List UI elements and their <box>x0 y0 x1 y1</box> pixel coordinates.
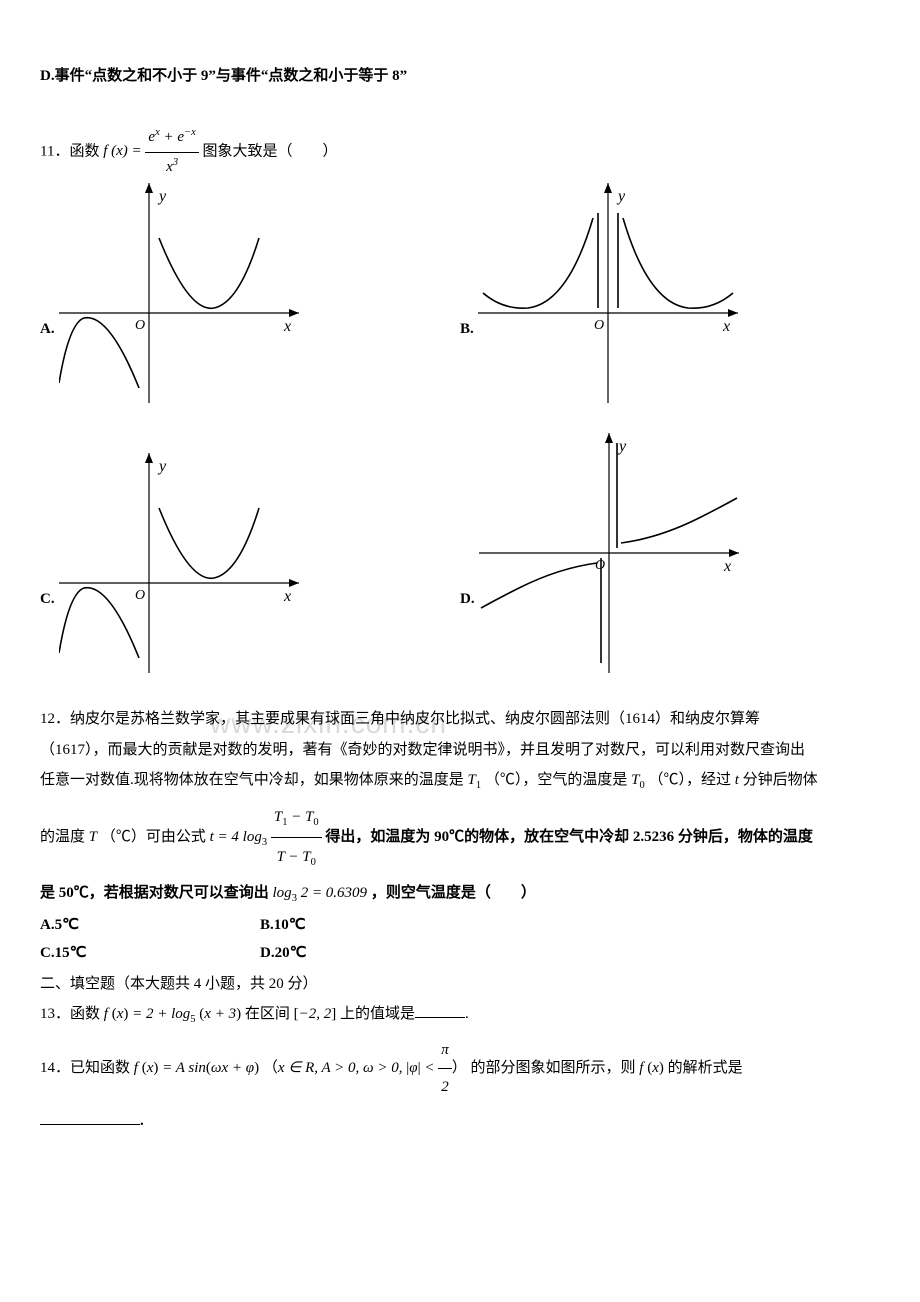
svg-text:O: O <box>595 558 605 573</box>
svg-text:x: x <box>283 318 291 335</box>
q11-graph-d: y x O <box>479 433 739 673</box>
q13-func: f (x) = 2 + log5 (x + 3) <box>104 1006 241 1022</box>
q14-blank-line: . <box>40 1107 880 1136</box>
q12-line3: 任意一对数值.现将物体放在空气中冷却，如果物体原来的温度是 T1 （℃），空气的… <box>40 766 880 796</box>
q11-options-row2: C. y x O D. y x O <box>40 433 880 703</box>
svg-text:x: x <box>283 588 291 605</box>
opt-c-label: C. <box>40 585 55 614</box>
q12-opt-a: A.5℃ <box>40 911 260 940</box>
svg-text:x: x <box>723 558 731 575</box>
q11-graph-a: y x O <box>59 183 299 403</box>
opt-b-label: B. <box>460 315 474 344</box>
svg-text:y: y <box>157 458 167 475</box>
q10-option-d: D.事件“点数之和不小于 9”与事件“点数之和小于等于 8” <box>40 62 880 91</box>
q12-line1: 12．纳皮尔是苏格兰数学家，其主要成果有球面三角中纳皮尔比拟式、纳皮尔圆部法则（… <box>40 705 880 734</box>
q12-formula: t = 4 log3 T1 − T0 T − T0 <box>210 829 326 845</box>
q13: 13．函数 f (x) = 2 + log5 (x + 3) 在区间 [−2, … <box>40 1000 880 1030</box>
q14: 14．已知函数 f (x) = A sin(ωx + φ) （x ∈ R, A … <box>40 1032 880 1105</box>
q13-blank <box>415 1004 465 1019</box>
svg-text:O: O <box>135 318 145 333</box>
svg-text:O: O <box>594 318 604 333</box>
opt-label: D. <box>40 68 55 84</box>
q12-line2: （1617），而最大的贡献是对数的发明，著有《奇妙的对数定律说明书》，并且发明了… <box>40 736 880 765</box>
q14-func: f (x) = A sin(ωx + φ) <box>134 1060 259 1076</box>
q11-stem: 11．函数 f (x) = ex + e−x x3 图象大致是（ ） <box>40 123 880 181</box>
q12-opt-b: B.10℃ <box>260 911 480 940</box>
q12-options-row1: A.5℃ B.10℃ <box>40 911 880 940</box>
q11-fx: f (x) = <box>103 143 145 159</box>
q11-graph-b: y x O <box>478 183 738 403</box>
svg-text:y: y <box>616 188 626 205</box>
q12-options-row2: C.15℃ D.20℃ <box>40 939 880 968</box>
section2-title: 二、填空题（本大题共 4 小题，共 20 分） <box>40 970 880 999</box>
svg-text:O: O <box>135 588 145 603</box>
q13-interval: [−2, 2] <box>294 1006 337 1022</box>
watermark-container: www.zixin.com.cn 12．纳皮尔是苏格兰数学家，其主要成果有球面三… <box>40 705 880 734</box>
q14-cond: x ∈ R, A > 0, ω > 0, |φ| < π2 <box>278 1060 452 1076</box>
q11-options-row1: A. y x O B. y x O <box>40 183 880 433</box>
opt-d-label: D. <box>460 585 475 614</box>
q11-graph-c: y x O <box>59 453 299 673</box>
opt-a-label: A. <box>40 315 55 344</box>
svg-text:y: y <box>617 438 627 455</box>
q12-line5: 是 50℃，若根据对数尺可以查询出 log3 2 = 0.6309 ，则空气温度… <box>40 879 880 909</box>
q14-blank <box>40 1111 140 1126</box>
svg-text:x: x <box>722 318 730 335</box>
q12-opt-d: D.20℃ <box>260 939 480 968</box>
q12-line4: 的温度 T （℃）可由公式 t = 4 log3 T1 − T0 T − T0 … <box>40 798 880 877</box>
q11-fraction: ex + e−x x3 <box>145 123 198 181</box>
q12-opt-c: C.15℃ <box>40 939 260 968</box>
svg-text:y: y <box>157 188 167 205</box>
